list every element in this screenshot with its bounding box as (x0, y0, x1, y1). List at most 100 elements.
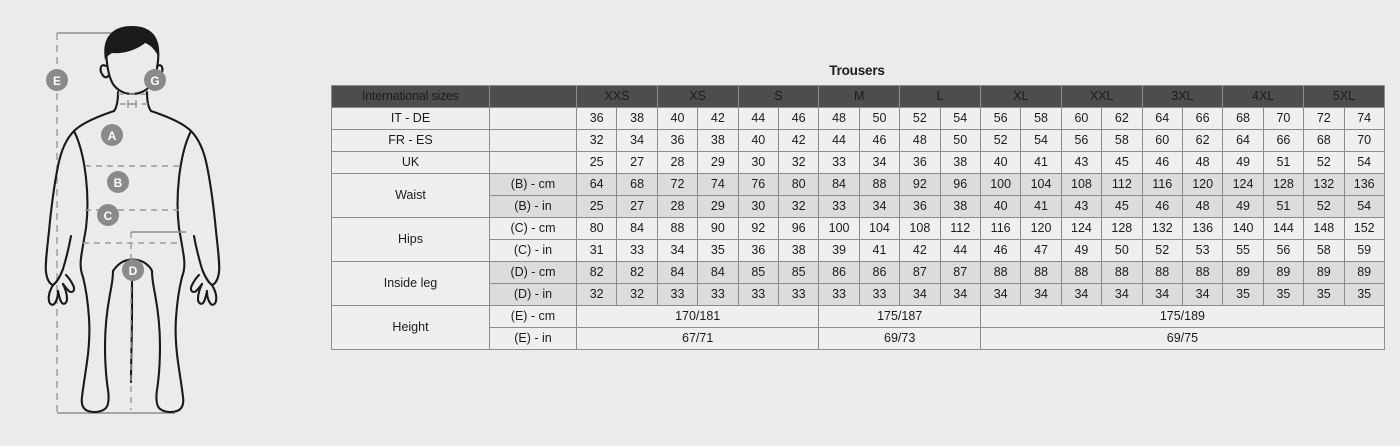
table-cell: 38 (939, 195, 981, 218)
table-cell: 33 (818, 151, 860, 174)
table-row: Inside leg (D) - cm 82 82 84 84 85 85 86 86 87 87 88… (331, 261, 1385, 306)
table-cell: 132 (1303, 173, 1345, 196)
table-cell: 36 (899, 151, 941, 174)
table-cell: 35 (697, 239, 739, 262)
row-label: FR - ES (331, 129, 490, 152)
table-cell: 72 (1303, 107, 1345, 130)
row-label: Inside leg (331, 261, 490, 306)
table-cell: 49 (1222, 195, 1264, 218)
table-cell: 85 (737, 261, 779, 284)
table-cell: 33 (697, 283, 739, 306)
svg-text:E: E (53, 74, 61, 88)
table-cell: 68 (616, 173, 658, 196)
table-cell: 38 (939, 151, 981, 174)
table-cell: 89 (1262, 261, 1305, 284)
table-row: (E) - in 67/71 69/73 69/75 (332, 327, 1385, 350)
row-unit-label: (B) - in (489, 195, 577, 218)
table-cell: 80 (575, 217, 618, 240)
table-cell: 51 (1262, 151, 1305, 174)
table-cell: 33 (737, 283, 779, 306)
marker-D: D (122, 259, 144, 281)
table-cell: 30 (737, 195, 779, 218)
table-cell: 34 (1060, 283, 1103, 306)
svg-text:G: G (150, 74, 159, 88)
table-cell: 50 (1101, 239, 1143, 262)
header-size-l: L (899, 85, 981, 108)
table-cell: 44 (939, 239, 981, 262)
table-cell: 96 (939, 173, 981, 196)
table-cell: 46 (1141, 151, 1183, 174)
table-cell: 55 (1222, 239, 1264, 262)
table-row: (C) - in 31 33 34 35 36 38 39 41 42 44 46 47 49 50 52 53… (332, 239, 1385, 262)
table-cell: 108 (1060, 173, 1103, 196)
marker-B: B (107, 171, 129, 193)
table-cell: 48 (818, 107, 860, 130)
table-cell: 52 (979, 129, 1022, 152)
table-cell: 32 (616, 283, 658, 306)
table-cell: 48 (1181, 195, 1224, 218)
body-diagram: E G A B C D (44, 26, 221, 414)
table-cell: 31 (575, 239, 618, 262)
table-cell: 38 (697, 129, 739, 152)
figure-outline (44, 26, 221, 414)
table-cell: 36 (899, 195, 941, 218)
table-cell: 42 (777, 129, 820, 152)
table-cell: 56 (979, 107, 1022, 130)
table-cell: 88 (1181, 261, 1224, 284)
table-cell: 43 (1060, 151, 1103, 174)
table-cell: 88 (858, 173, 901, 196)
table-cell: 27 (616, 151, 658, 174)
marker-E: E (46, 69, 68, 91)
svg-text:C: C (104, 209, 113, 223)
table-cell: 88 (1060, 261, 1103, 284)
table-cell: 64 (1222, 129, 1264, 152)
svg-text:A: A (108, 129, 117, 143)
table-cell: 120 (1020, 217, 1062, 240)
table-cell: 51 (1262, 195, 1305, 218)
table-cell: 56 (1060, 129, 1103, 152)
table-cell: 85 (777, 261, 820, 284)
svg-text:B: B (114, 176, 123, 190)
table-cell: 32 (575, 283, 618, 306)
table-cell: 52 (899, 107, 941, 130)
table-cell: 45 (1101, 195, 1143, 218)
table-cell: 58 (1020, 107, 1062, 130)
table-cell: 32 (575, 129, 618, 152)
table-row: (B) - in 25 27 28 29 30 32 33 34 36 38 40 41 43 45 46 48… (332, 195, 1385, 218)
table-cell: 53 (1181, 239, 1224, 262)
table-cell: 128 (1101, 217, 1143, 240)
table-cell: 64 (575, 173, 618, 196)
table-cell: 89 (1222, 261, 1264, 284)
neck-arrow-icon (127, 100, 137, 108)
table-cell: 128 (1262, 173, 1305, 196)
table-row: FR - ES 32 34 36 38 40 42 44 46 48 50 52 54 56 58 60 62 6… (331, 129, 1385, 152)
table-cell: 60 (1060, 107, 1103, 130)
table-cell: 25 (575, 195, 618, 218)
table-cell: 25 (575, 151, 618, 174)
table-cell: 54 (939, 107, 981, 130)
table-row: UK 25 27 28 29 30 32 33 34 36 38 40 41 43 45 46 48 49 51 52… (331, 151, 1385, 174)
table-cell: 144 (1262, 217, 1305, 240)
table-cell: 104 (1020, 173, 1062, 196)
table-cell: 74 (697, 173, 739, 196)
table-cell: 44 (737, 107, 779, 130)
table-cell: 29 (697, 151, 739, 174)
row-unit-label: (E) - in (489, 327, 577, 350)
table-cell: 34 (979, 283, 1022, 306)
row-label: Height (331, 305, 490, 350)
table-cell: 40 (656, 107, 699, 130)
table-cell: 34 (939, 283, 981, 306)
table-cell: 76 (737, 173, 779, 196)
table-cell: 46 (858, 129, 901, 152)
table-cell: 112 (1101, 173, 1143, 196)
table-cell: 34 (899, 283, 941, 306)
table-cell: 74 (1343, 107, 1385, 130)
header-size-xl: XL (979, 85, 1062, 108)
table-cell: 46 (1141, 195, 1183, 218)
table-cell: 89 (1303, 261, 1345, 284)
table-cell: 42 (697, 107, 739, 130)
table-cell: 70 (1262, 107, 1305, 130)
header-row: International sizes XXS XS S M L XL XXL 3XL 4XL 5X… (331, 85, 1385, 108)
table-cell: 34 (1020, 283, 1062, 306)
table-cell: 72 (656, 173, 699, 196)
